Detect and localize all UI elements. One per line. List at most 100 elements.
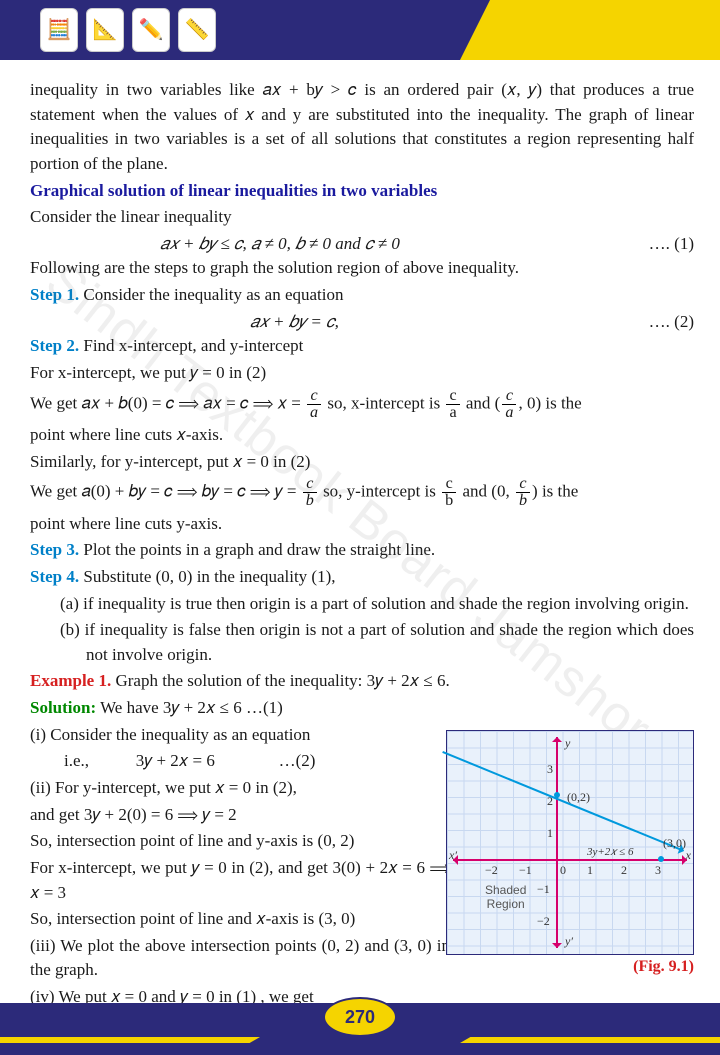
pt1-label: (0,2) [567, 789, 590, 806]
sub-a: (a) if inequality is true then origin is… [30, 592, 694, 617]
stripe-right [460, 1037, 720, 1043]
frac-b3: b [516, 493, 530, 509]
fig-label: (Fig. 9.1) [446, 955, 694, 978]
step3-label: Step 3. [30, 540, 79, 559]
tick-yn1: −1 [537, 881, 550, 898]
xint-get: We get 𝑎𝑥 + 𝑏(0) = 𝑐 ⟹ 𝑎𝑥 = 𝑐 ⟹ 𝑥 = ca s… [30, 388, 694, 421]
step2: Step 2. Find x-intercept, and y-intercep… [30, 334, 694, 359]
ineq-label: 3y+2𝑥 ≤ 6 [587, 845, 633, 861]
yint-d: ) is the [532, 482, 578, 501]
eq2-body: 𝑎𝑥 + 𝑏𝑦 = 𝑐, [30, 310, 339, 335]
tick-xn2: −2 [485, 862, 498, 879]
x-axis [453, 859, 687, 861]
ii-line5: So, intersection point of line and 𝑥-axi… [30, 907, 450, 932]
compass-icon: ✏️ [132, 8, 170, 52]
page-content: Sindh Textbook Board Jamshoro inequality… [0, 60, 720, 1048]
ii-line1: (ii) For y-intercept, we put 𝑥 = 0 in (2… [30, 776, 450, 801]
sub-b: (b) if inequality is false then origin i… [30, 618, 694, 667]
origin: 0 [560, 862, 566, 879]
eq1-body: 𝑎𝑥 + 𝑏𝑦 ≤ 𝑐, 𝑎 ≠ 0, 𝑏 ≠ 0 and 𝑐 ≠ 0 [30, 232, 400, 257]
consider-text: Consider the linear inequality [30, 205, 694, 230]
example-text: Graph the solution of the inequality: 3𝑦… [111, 671, 450, 690]
step2-text: Find x-intercept, and y-intercept [79, 336, 303, 355]
shade2: Region [487, 897, 525, 911]
xint-d: , 0) is the [518, 393, 581, 412]
xint-a: We get 𝑎𝑥 + 𝑏(0) = 𝑐 ⟹ 𝑎𝑥 = 𝑐 ⟹ 𝑥 = [30, 393, 305, 412]
point-0-2 [554, 792, 560, 798]
shade-label: Shaded Region [485, 883, 526, 912]
frac-c6: c [516, 476, 530, 493]
xint-c: and ( [462, 393, 501, 412]
y-label: y [565, 735, 570, 752]
protractor-icon: 📏 [178, 8, 216, 52]
yint-get: We get 𝑎(0) + 𝑏𝑦 = 𝑐 ⟹ 𝑏𝑦 = 𝑐 ⟹ 𝑦 = cb s… [30, 476, 694, 509]
frac-c3: c [502, 388, 516, 405]
step3-text: Plot the points in a graph and draw the … [79, 540, 435, 559]
step1: Step 1. Consider the inequality as an eq… [30, 283, 694, 308]
frac-c4: c [303, 476, 317, 493]
frac-a2: a [446, 405, 459, 421]
yint-sim: Similarly, for y-intercept, put 𝑥 = 0 in… [30, 450, 694, 475]
calculator-icon: 🧮 [40, 8, 78, 52]
plot-line [442, 751, 683, 852]
stripe-left [0, 1037, 260, 1043]
tool-icons: 🧮 📐 ✏️ 📏 [40, 8, 216, 52]
step1-label: Step 1. [30, 285, 79, 304]
step1-text: Consider the inequality as an equation [79, 285, 343, 304]
example-label: Example 1. [30, 671, 111, 690]
yint-point: point where line cuts y-axis. [30, 512, 694, 537]
section-title: Graphical solution of linear inequalitie… [30, 179, 694, 204]
frac-b2: b [442, 493, 456, 509]
frac-a3: a [502, 405, 516, 421]
pt2-label: (3,0) [663, 835, 686, 852]
ii-line2: and get 3𝑦 + 2(0) = 6 ⟹ 𝑦 = 2 [30, 803, 450, 828]
tick-x2: 2 [621, 862, 627, 879]
iii-line: (iii) We plot the above intersection poi… [30, 934, 450, 983]
tick-x1: 1 [587, 862, 593, 879]
ii-line3: So, intersection point of line and y-axi… [30, 829, 450, 854]
yp-label: y′ [565, 933, 573, 950]
y-axis [556, 737, 558, 948]
i-line1: (i) Consider the inequality as an equati… [30, 723, 450, 748]
tick-y2: 2 [547, 793, 553, 810]
ruler-icon: 📐 [86, 8, 124, 52]
frac-a1: a [307, 405, 321, 421]
tick-yn2: −2 [537, 913, 550, 930]
xp-label: x′ [449, 847, 457, 864]
xint-point: point where line cuts 𝑥-axis. [30, 423, 694, 448]
xint-put: For x-intercept, we put 𝑦 = 0 in (2) [30, 361, 694, 386]
top-banner: 🧮 📐 ✏️ 📏 [0, 0, 720, 60]
example: Example 1. Graph the solution of the ine… [30, 669, 694, 694]
step4-text: Substitute (0, 0) in the inequality (1), [79, 567, 335, 586]
yint-b: so, y-intercept is [319, 482, 440, 501]
left-column: Solution: We have 3𝑦 + 2𝑥 ≤ 6 …(1) (i) C… [30, 696, 450, 1036]
eq1: 𝑎𝑥 + 𝑏𝑦 ≤ 𝑐, 𝑎 ≠ 0, 𝑏 ≠ 0 and 𝑐 ≠ 0 …. (… [30, 232, 694, 257]
frac-c2: c [446, 388, 459, 405]
tick-y1: 1 [547, 825, 553, 842]
step2-label: Step 2. [30, 336, 79, 355]
eq2-num: …. (2) [649, 310, 694, 335]
solution: Solution: We have 3𝑦 + 2𝑥 ≤ 6 …(1) [30, 696, 450, 721]
tick-x3: 3 [655, 862, 661, 879]
x-label: x [686, 847, 691, 864]
graph-box: y y′ x x′ (0,2) (3,0) 3y+2𝑥 ≤ 6 Shaded R… [446, 730, 694, 978]
step3: Step 3. Plot the points in a graph and d… [30, 538, 694, 563]
xint-b: so, x-intercept is [323, 393, 444, 412]
frac-b1: b [303, 493, 317, 509]
eq2: 𝑎𝑥 + 𝑏𝑦 = 𝑐, …. (2) [30, 310, 694, 335]
shade1: Shaded [485, 883, 526, 897]
solution-label: Solution: [30, 698, 96, 717]
yint-a: We get 𝑎(0) + 𝑏𝑦 = 𝑐 ⟹ 𝑏𝑦 = 𝑐 ⟹ 𝑦 = [30, 482, 301, 501]
frac-c5: c [442, 476, 456, 493]
tick-xn1: −1 [519, 862, 532, 879]
intro-para: inequality in two variables like 𝑎𝑥 + b𝑦… [30, 78, 694, 177]
frac-c1: c [307, 388, 321, 405]
ii-line4: For x-intercept, we put 𝑦 = 0 in (2), an… [30, 856, 450, 905]
step4-label: Step 4. [30, 567, 79, 586]
two-column: Solution: We have 3𝑦 + 2𝑥 ≤ 6 …(1) (i) C… [30, 696, 694, 1036]
yint-c: and (0, [458, 482, 514, 501]
i-line2: i.e., 3𝑦 + 2𝑥 = 6 …(2) [30, 749, 450, 774]
eq1-num: …. (1) [649, 232, 694, 257]
tick-y3: 3 [547, 761, 553, 778]
following-text: Following are the steps to graph the sol… [30, 256, 694, 281]
